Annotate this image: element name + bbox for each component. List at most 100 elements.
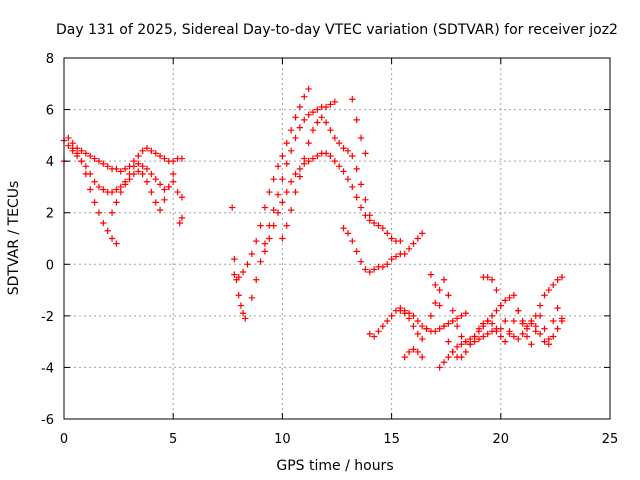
data-point xyxy=(100,186,107,193)
x-tick-label: 5 xyxy=(169,432,177,447)
data-point xyxy=(305,111,312,118)
data-point xyxy=(445,338,452,345)
data-point xyxy=(244,261,251,268)
data-point xyxy=(453,343,461,350)
data-point xyxy=(314,119,321,126)
data-point xyxy=(541,325,548,332)
data-point xyxy=(117,168,124,175)
data-point xyxy=(121,178,129,185)
data-point xyxy=(506,294,513,302)
data-point xyxy=(296,124,304,131)
data-point xyxy=(353,165,360,173)
data-point xyxy=(340,168,347,175)
data-point xyxy=(357,181,365,188)
data-point xyxy=(410,312,417,320)
x-tick-label: 10 xyxy=(274,432,291,447)
data-point xyxy=(305,157,312,165)
data-point xyxy=(510,333,518,340)
data-point xyxy=(165,183,173,191)
data-point xyxy=(488,320,496,327)
data-point xyxy=(252,276,260,283)
series-arc-2 xyxy=(60,134,186,175)
series-arc-7 xyxy=(231,85,312,281)
data-point xyxy=(506,328,513,335)
data-point xyxy=(331,98,339,106)
data-point xyxy=(292,134,299,142)
data-point xyxy=(113,199,120,206)
data-point xyxy=(558,273,566,281)
data-point xyxy=(143,165,151,173)
data-point xyxy=(287,206,295,214)
data-point xyxy=(340,224,347,232)
data-point xyxy=(69,147,76,155)
data-point xyxy=(274,209,282,216)
data-point xyxy=(497,302,504,309)
data-point xyxy=(322,119,330,126)
data-point xyxy=(78,157,85,165)
data-point xyxy=(423,325,430,332)
data-point xyxy=(283,139,290,147)
data-point xyxy=(414,348,422,356)
data-point xyxy=(301,155,308,162)
data-point xyxy=(139,147,146,155)
data-point xyxy=(379,224,387,232)
data-point xyxy=(279,175,286,183)
data-point xyxy=(401,353,408,361)
data-point xyxy=(91,199,98,206)
x-tick-label: 25 xyxy=(602,432,619,447)
data-point xyxy=(484,273,491,281)
data-point xyxy=(274,163,282,170)
data-point xyxy=(261,248,269,255)
data-point xyxy=(104,227,111,234)
data-point xyxy=(305,85,312,93)
data-point xyxy=(270,206,277,214)
data-point xyxy=(87,186,94,193)
data-point xyxy=(82,163,90,170)
data-point xyxy=(283,188,290,196)
data-point xyxy=(384,317,391,325)
data-point xyxy=(484,317,491,325)
x-tick-label: 0 xyxy=(60,432,68,447)
data-point xyxy=(528,320,535,327)
plot-frame xyxy=(63,57,611,420)
data-point xyxy=(309,155,317,162)
y-tick-label: -2 xyxy=(41,310,54,325)
data-point xyxy=(314,106,321,113)
data-point xyxy=(449,348,456,356)
data-point xyxy=(178,155,186,162)
data-point xyxy=(497,333,504,340)
data-point xyxy=(375,328,382,335)
data-point xyxy=(95,183,103,191)
data-point xyxy=(523,325,531,332)
data-point xyxy=(536,302,544,309)
data-point xyxy=(357,134,365,142)
data-point xyxy=(445,320,452,327)
data-point xyxy=(148,170,155,178)
data-point xyxy=(152,199,159,206)
data-point xyxy=(418,335,426,343)
data-point xyxy=(418,322,426,330)
data-point xyxy=(493,286,500,294)
data-point xyxy=(82,150,90,157)
data-point xyxy=(239,268,247,276)
data-point xyxy=(95,209,103,216)
data-point xyxy=(501,338,509,345)
data-point xyxy=(510,317,518,325)
data-point xyxy=(510,292,518,299)
data-point xyxy=(287,178,295,185)
data-point xyxy=(366,212,373,219)
data-point xyxy=(257,258,264,265)
data-point xyxy=(493,307,500,314)
data-point xyxy=(488,276,496,283)
y-tick-label: -6 xyxy=(41,413,54,428)
data-point xyxy=(449,307,456,314)
data-point xyxy=(152,175,159,183)
data-point xyxy=(87,152,94,160)
data-point xyxy=(414,330,422,338)
data-point xyxy=(375,222,382,229)
data-point xyxy=(135,152,142,160)
data-point xyxy=(170,157,177,165)
data-point xyxy=(554,304,561,312)
data-point xyxy=(274,191,282,198)
data-point xyxy=(379,322,387,330)
